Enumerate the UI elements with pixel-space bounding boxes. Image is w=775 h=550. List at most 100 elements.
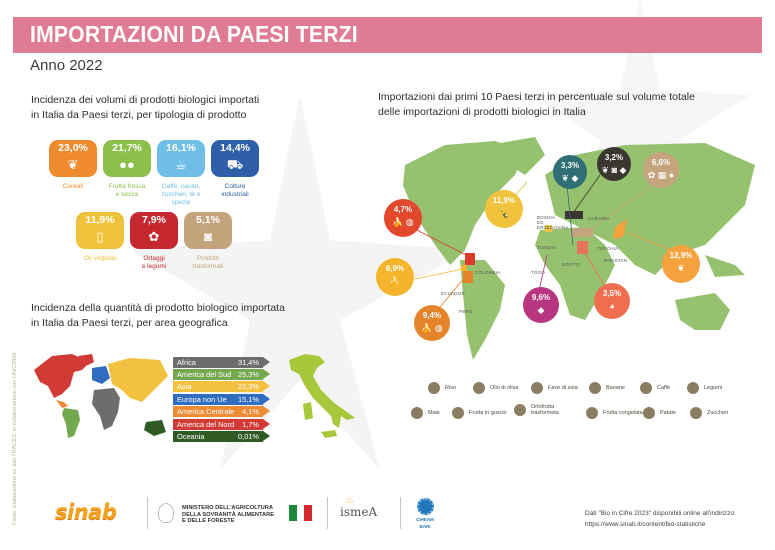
product-pct: 14,4% bbox=[220, 142, 250, 154]
country-bubble: 6,6% ✿ ▦ ● bbox=[643, 152, 679, 188]
product-label: Prodotti trasformati bbox=[184, 255, 232, 271]
legend-label: Ortofrutta trasformata bbox=[531, 404, 559, 416]
tractor-icon: ⛟ bbox=[226, 157, 244, 172]
wheat-icon: ❦ bbox=[67, 157, 79, 172]
product-pct: 5,1% bbox=[196, 214, 220, 226]
geo-bar: America del Nord 1,7% bbox=[173, 419, 263, 430]
ministry-logo-text: MINISTERO DELL'AGRICOLTURA DELLA SOVRANI… bbox=[182, 505, 274, 525]
legend-label: Caffè bbox=[657, 385, 671, 391]
country-label: BOSNIA ED ERZEGOVINA bbox=[537, 215, 569, 230]
sugar-icon bbox=[690, 407, 702, 419]
product-label-line2: e legumi bbox=[141, 263, 167, 270]
product-label-line1: Caffè, cacao, bbox=[161, 183, 201, 190]
legend-item: Frutta congelata bbox=[586, 407, 643, 419]
country-label: COLOMBIA bbox=[475, 270, 501, 275]
country-bubble: 11,9% 🍾 bbox=[485, 190, 523, 228]
country-label: EGITTO bbox=[562, 262, 580, 267]
geo-bar-row: America del Sud 25,3% bbox=[173, 369, 277, 380]
map-section-title: Importazioni dai primi 10 Paesi terzi in… bbox=[378, 90, 695, 120]
bubble-pct: 3,3% bbox=[560, 161, 580, 170]
map-title-line2: delle importazioni di prodotti biologici… bbox=[378, 106, 586, 118]
legend-label: Frutta in guscio bbox=[469, 410, 507, 416]
geo-bar-row: America del Nord 1,7% bbox=[173, 419, 277, 430]
bubble-pct: 6,6% bbox=[651, 158, 671, 167]
geo-area-name: Africa bbox=[177, 358, 196, 367]
product-label: Caffè, cacao, zuccheri, tè e spezie bbox=[157, 183, 205, 207]
geo-area-pct: 15,1% bbox=[238, 395, 259, 404]
product-pct: 23,0% bbox=[58, 142, 88, 154]
bubble-pct: 11,9% bbox=[492, 196, 516, 205]
legend-label: Zuccheri bbox=[707, 410, 729, 416]
arrow-right-icon bbox=[263, 431, 270, 441]
product-label: Oli vegetali bbox=[76, 255, 124, 263]
product-label: Frutta fresca e secca bbox=[103, 183, 151, 199]
country-bubble: 12,9% ❦ bbox=[662, 245, 700, 283]
product-icons: 🍾 bbox=[498, 208, 510, 218]
potato-icon bbox=[643, 407, 655, 419]
product-label-line1: Colture bbox=[224, 183, 246, 190]
arrow-right-icon bbox=[263, 406, 270, 416]
legend-label: Patate bbox=[660, 410, 676, 416]
product-label-line1: Cereali bbox=[62, 183, 84, 190]
country-label: PAKISTAN bbox=[604, 258, 628, 263]
legend-item: Mais bbox=[411, 407, 440, 419]
product-icons: ❦ ◙ ◆ bbox=[601, 165, 627, 175]
products-title-line2: in Italia da Paesi terzi, per tipologia … bbox=[31, 109, 247, 121]
legend-label: Riso bbox=[445, 385, 457, 391]
legend-item: Frutta in guscio bbox=[452, 407, 507, 419]
sinab-logo: sinab bbox=[55, 500, 117, 524]
product-label: Colture industriali bbox=[211, 183, 259, 199]
product-category-6: 5,1% ◙ Prodotti trasformati bbox=[184, 212, 232, 271]
geo-bar: Oceania 0,01% bbox=[173, 431, 263, 442]
coffee-icon: ☕ bbox=[175, 157, 187, 172]
legend-item: Ortofrutta trasformata bbox=[514, 404, 571, 416]
footer-note-line1: Dati "Bio in Cifre 2023" disponibili onl… bbox=[585, 510, 736, 517]
nut-icon bbox=[452, 407, 464, 419]
geo-area-name: Oceania bbox=[177, 432, 205, 441]
arrow-right-icon bbox=[263, 419, 270, 429]
geo-bar: Europa non Ue 15,1% bbox=[173, 394, 263, 405]
italy-map bbox=[289, 354, 355, 438]
product-box: 5,1% ◙ bbox=[184, 212, 232, 249]
product-icons: ❦ bbox=[677, 263, 685, 273]
bubble-pct: 9,4% bbox=[422, 311, 442, 320]
legend-label: Fave di soia bbox=[548, 385, 578, 391]
geo-area-pct: 1,7% bbox=[242, 420, 259, 429]
product-label-line1: Ortaggi bbox=[143, 255, 165, 262]
legend-item: Legumi bbox=[687, 382, 722, 394]
product-pct: 7,9% bbox=[142, 214, 166, 226]
footer-divider bbox=[327, 497, 328, 529]
products-title-line1: Incidenza dei volumi di prodotti biologi… bbox=[31, 94, 260, 106]
geo-bar-row: America Centrale 4,1% bbox=[173, 406, 277, 417]
bubble-pct: 3,2% bbox=[604, 153, 624, 162]
product-icons: ◆ bbox=[537, 305, 545, 315]
country-label: TOGO bbox=[531, 270, 545, 275]
map-title-line1: Importazioni dai primi 10 Paesi terzi in… bbox=[378, 91, 695, 103]
legend-label: Legumi bbox=[704, 385, 723, 391]
geo-bar-row: Oceania 0,01% bbox=[173, 431, 277, 442]
italian-flag-icon bbox=[289, 505, 313, 521]
geo-area-name: America del Sud bbox=[177, 370, 232, 379]
geo-area-pct: 0,01% bbox=[238, 432, 259, 441]
geo-bar: America Centrale 4,1% bbox=[173, 406, 263, 417]
geo-title-line1: Incidenza della quantità di prodotto bio… bbox=[31, 302, 285, 314]
product-label: Ortaggi e legumi bbox=[130, 255, 178, 271]
country-label: PERÙ bbox=[459, 309, 473, 314]
geo-area-name: America Centrale bbox=[177, 407, 235, 416]
frozen-fruit-icon bbox=[586, 407, 598, 419]
ismea-flame-icon: ♨ bbox=[345, 495, 354, 506]
bubble-pct: 12,9% bbox=[669, 251, 693, 260]
geo-area-name: America del Nord bbox=[177, 420, 235, 429]
arrow-right-icon bbox=[263, 394, 270, 404]
soybean-icon bbox=[531, 382, 543, 394]
country-bubble: 9,6% ◆ bbox=[523, 287, 559, 323]
product-icons: 🍌 ◍ bbox=[421, 323, 443, 333]
product-label-line1: Frutta fresca bbox=[108, 183, 146, 190]
geo-area-pct: 22,3% bbox=[238, 382, 259, 391]
footer-url[interactable]: https://www.sinab.it/content/bio-statist… bbox=[585, 521, 706, 528]
ciheam-logo: CIHEAM BARI bbox=[413, 498, 437, 529]
olive-oil-icon bbox=[473, 382, 485, 394]
legend-label: Olio di oliva bbox=[490, 385, 519, 391]
ciheam-subtext: BARI bbox=[419, 524, 431, 529]
geo-bar-row: Europa non Ue 15,1% bbox=[173, 394, 277, 405]
